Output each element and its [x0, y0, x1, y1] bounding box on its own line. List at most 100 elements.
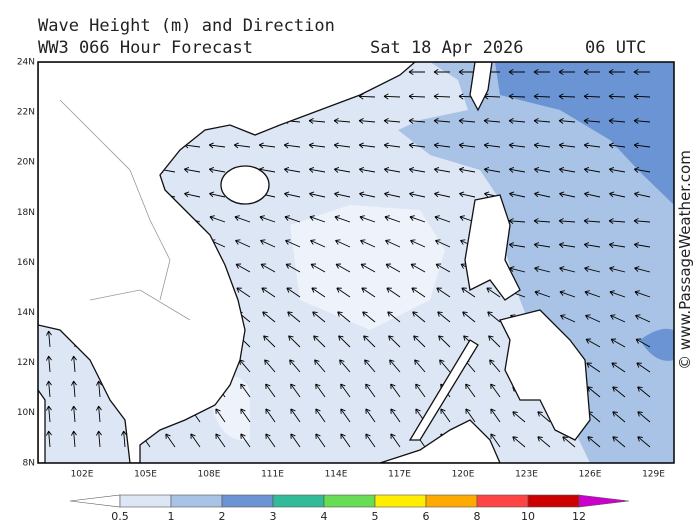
lat-label: 16N: [17, 258, 35, 268]
arrow: [233, 142, 251, 149]
arrow: [96, 430, 102, 448]
arrow: [310, 239, 326, 248]
arrow: [46, 380, 52, 398]
arrow: [637, 436, 651, 448]
arrow: [465, 408, 476, 423]
lat-label: 24N: [17, 58, 35, 68]
arrow: [236, 287, 251, 298]
arrow: [438, 335, 451, 348]
arrow: [633, 69, 650, 75]
arrow: [486, 287, 501, 298]
colorbar-label: 4: [321, 510, 328, 523]
arrow: [365, 433, 376, 448]
arrow: [335, 263, 351, 273]
arrow: [190, 433, 201, 448]
arrow: [265, 408, 276, 423]
arrow: [583, 118, 601, 124]
arrow: [434, 215, 451, 223]
colorbar-swatch: [374, 494, 427, 508]
arrow: [433, 167, 451, 173]
arrow: [409, 215, 426, 223]
arrow: [46, 405, 52, 423]
arrow: [285, 239, 301, 248]
arrow: [46, 430, 52, 448]
credit: © www.PassageWeather.com: [676, 150, 694, 370]
arrow: [487, 311, 501, 323]
arrow: [634, 266, 651, 273]
arrow: [408, 167, 426, 173]
arrow: [633, 93, 651, 100]
arrow: [408, 69, 425, 75]
arrow: [358, 167, 376, 173]
arrow: [334, 215, 351, 223]
arrow: [408, 118, 426, 124]
arrow: [240, 433, 251, 448]
arrow: [340, 383, 351, 398]
lon-label: 126E: [579, 470, 602, 480]
arrow: [315, 383, 326, 398]
arrow: [315, 433, 326, 448]
arrow: [587, 436, 601, 448]
arrow: [584, 290, 601, 298]
arrow: [384, 191, 401, 198]
arrow: [414, 359, 426, 373]
lat-label: 18N: [17, 208, 35, 218]
arrow: [583, 93, 601, 100]
colorbar-label: 5: [372, 510, 379, 523]
arrow: [635, 314, 651, 323]
arrow: [559, 266, 576, 273]
arrow: [265, 383, 276, 398]
arrow: [509, 191, 526, 198]
arrow: [389, 359, 401, 373]
axes: 24N 22N 20N 18N 16N 14N 12N 10N 8N 102E 105E 108E 11…: [17, 58, 665, 480]
wave-zone: [640, 328, 674, 361]
arrow: [410, 263, 426, 273]
arrow: [390, 408, 401, 423]
arrow: [433, 142, 451, 149]
arrow: [483, 118, 501, 124]
lon-label: 129E: [642, 470, 665, 480]
colorbar-label: 10: [521, 510, 535, 523]
arrow: [633, 118, 651, 124]
arrow: [309, 215, 326, 223]
arrow: [385, 263, 401, 273]
arrow: [558, 118, 576, 124]
arrow: [413, 335, 426, 348]
arrow: [265, 433, 276, 448]
arrow: [483, 142, 501, 149]
arrow: [359, 215, 376, 223]
arrow: [533, 93, 551, 100]
arrow: [435, 263, 451, 273]
arrow: [383, 142, 401, 149]
arrow: [361, 287, 376, 298]
arrow: [334, 191, 351, 198]
arrow: [286, 287, 301, 298]
arrow: [608, 69, 625, 75]
arrow: [311, 287, 326, 298]
arrow: [365, 383, 376, 398]
lat-label: 8N: [23, 458, 35, 468]
arrow: [358, 142, 376, 149]
arrow: [609, 266, 626, 273]
arrow: [608, 242, 626, 248]
arrow: [71, 355, 77, 373]
colorbar-end: [578, 494, 630, 508]
arrow: [560, 314, 576, 323]
arrow: [558, 93, 576, 100]
arrow: [360, 239, 376, 248]
arrow: [364, 359, 376, 373]
arrow: [610, 338, 626, 348]
title: Wave Height (m) and Direction: [38, 16, 335, 36]
arrow: [610, 314, 626, 323]
arrow: [612, 436, 626, 448]
arrow: [208, 142, 226, 149]
land: [499, 309, 591, 441]
arrow: [508, 167, 526, 173]
arrow: [508, 218, 526, 225]
arrow: [440, 408, 451, 423]
arrow: [240, 383, 251, 398]
arrow: [637, 411, 651, 423]
arrow: [314, 359, 326, 373]
arrow: [461, 287, 476, 298]
arrow: [339, 359, 351, 373]
